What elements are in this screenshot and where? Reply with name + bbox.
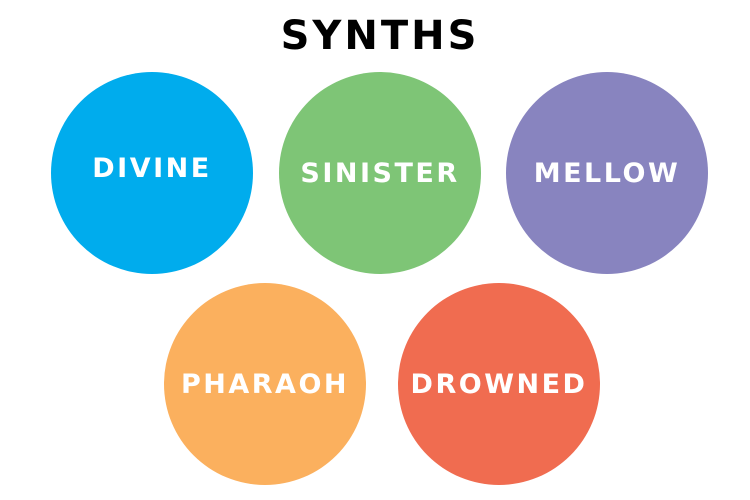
synth-label-mellow: MELLOW: [534, 158, 681, 189]
page-title: SYNTHS: [0, 10, 750, 62]
synth-label-drowned: DROWNED: [411, 369, 588, 400]
synth-label-divine: DIVINE: [92, 153, 211, 184]
synth-circle-pharaoh: PHARAOH: [164, 283, 366, 485]
synth-label-sinister: SINISTER: [300, 158, 459, 189]
synth-circle-sinister: SINISTER: [279, 72, 481, 274]
synth-circle-mellow: MELLOW: [506, 72, 708, 274]
synth-circle-divine: DIVINE: [51, 72, 253, 274]
synth-label-pharaoh: PHARAOH: [181, 369, 349, 400]
synth-circle-drowned: DROWNED: [398, 283, 600, 485]
